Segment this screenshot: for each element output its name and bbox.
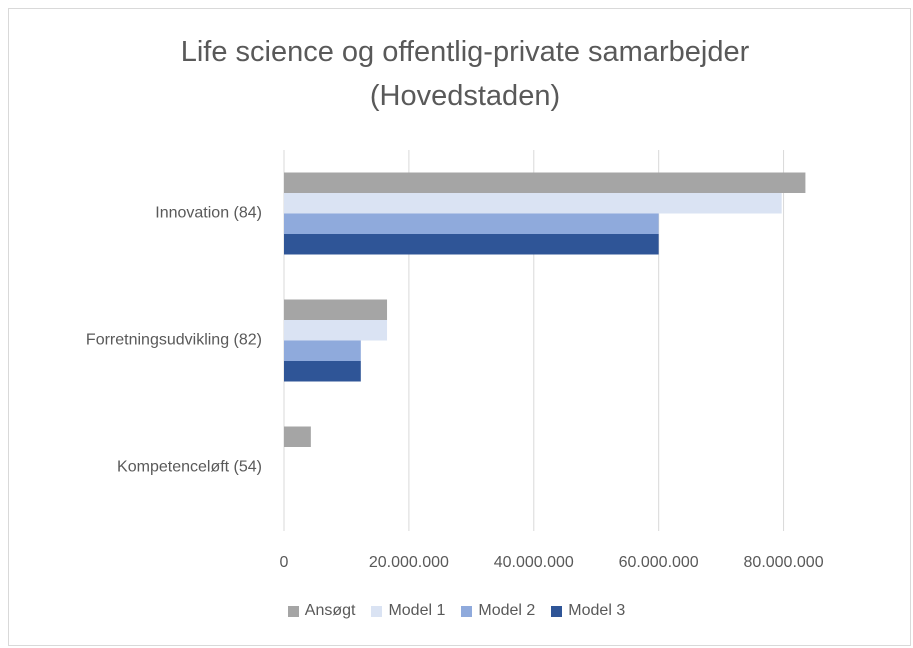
legend-swatch — [551, 605, 563, 617]
legend-item: Ansøgt — [287, 602, 356, 620]
x-tick-label: 80.000.000 — [744, 554, 824, 571]
bar — [284, 193, 782, 214]
bar — [284, 426, 311, 447]
legend-label: Model 1 — [388, 602, 446, 619]
legend-swatch — [287, 605, 299, 617]
legend-item: Model 3 — [551, 602, 625, 620]
legend-label: Model 3 — [568, 602, 626, 619]
legend-label: Ansøgt — [304, 602, 356, 619]
y-tick-label: Innovation (84) — [155, 205, 262, 222]
x-tick-label: 0 — [280, 554, 289, 571]
bar — [284, 340, 361, 361]
bar — [284, 172, 806, 193]
legend-item: Model 1 — [371, 602, 445, 620]
legend-item: Model 2 — [461, 602, 535, 620]
bar — [284, 299, 388, 320]
bar — [284, 361, 361, 382]
bar — [284, 320, 388, 341]
legend-label: Model 2 — [478, 602, 536, 619]
legend-swatch — [371, 605, 383, 617]
chart-title: Life science og offentlig-private samarb… — [180, 36, 750, 112]
legend: Ansøgt Model 1 Model 2 Model 3 — [0, 602, 913, 620]
bar — [284, 213, 659, 234]
y-tick-label: Kompetenceløft (54) — [117, 459, 262, 476]
x-tick-label: 60.000.000 — [619, 554, 699, 571]
chart-frame — [8, 8, 911, 646]
bar — [284, 234, 659, 255]
x-tick-label: 40.000.000 — [494, 554, 574, 571]
legend-swatch — [461, 605, 473, 617]
x-tick-label: 20.000.000 — [369, 554, 449, 571]
y-tick-label: Forretningsudvikling (82) — [86, 332, 262, 349]
